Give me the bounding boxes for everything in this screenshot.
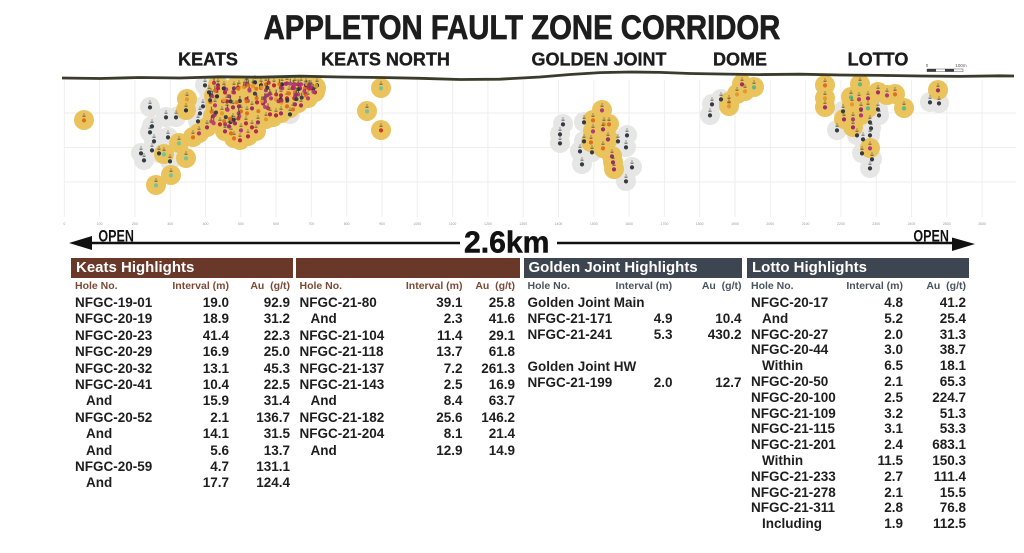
- svg-text:2500: 2500: [943, 222, 951, 226]
- svg-text:OPEN: OPEN: [98, 227, 133, 245]
- svg-text:KEATS: KEATS: [178, 50, 238, 70]
- svg-text:2600: 2600: [978, 222, 986, 226]
- svg-text:2.6km: 2.6km: [464, 225, 550, 260]
- svg-text:GOLDEN JOINT: GOLDEN JOINT: [531, 50, 666, 70]
- svg-text:300: 300: [167, 222, 173, 226]
- svg-text:900: 900: [379, 222, 385, 226]
- svg-text:2000: 2000: [766, 222, 774, 226]
- svg-text:1500: 1500: [590, 222, 598, 226]
- svg-text:2400: 2400: [908, 222, 916, 226]
- svg-text:1600: 1600: [625, 222, 633, 226]
- svg-text:200: 200: [132, 222, 138, 226]
- svg-text:DOME: DOME: [713, 50, 767, 70]
- svg-text:1900: 1900: [731, 222, 739, 226]
- svg-text:500: 500: [238, 222, 244, 226]
- svg-text:KEATS NORTH: KEATS NORTH: [321, 50, 450, 70]
- svg-text:LOTTO: LOTTO: [848, 50, 909, 70]
- svg-text:600: 600: [273, 222, 279, 226]
- svg-text:1300: 1300: [519, 222, 527, 226]
- svg-text:0: 0: [926, 63, 929, 68]
- svg-text:700: 700: [308, 222, 314, 226]
- svg-text:1100: 1100: [449, 222, 457, 226]
- svg-text:0: 0: [63, 222, 65, 226]
- svg-text:400: 400: [203, 222, 209, 226]
- svg-text:1400: 1400: [555, 222, 563, 226]
- svg-text:2100: 2100: [802, 222, 810, 226]
- svg-text:2200: 2200: [837, 222, 845, 226]
- svg-text:1800: 1800: [696, 222, 704, 226]
- svg-text:1000: 1000: [413, 222, 421, 226]
- svg-text:800: 800: [344, 222, 350, 226]
- svg-text:1700: 1700: [661, 222, 669, 226]
- svg-text:OPEN: OPEN: [913, 227, 949, 245]
- svg-text:2300: 2300: [872, 222, 880, 226]
- svg-text:100m: 100m: [955, 63, 967, 68]
- svg-text:100: 100: [97, 222, 103, 226]
- svg-text:1200: 1200: [484, 222, 492, 226]
